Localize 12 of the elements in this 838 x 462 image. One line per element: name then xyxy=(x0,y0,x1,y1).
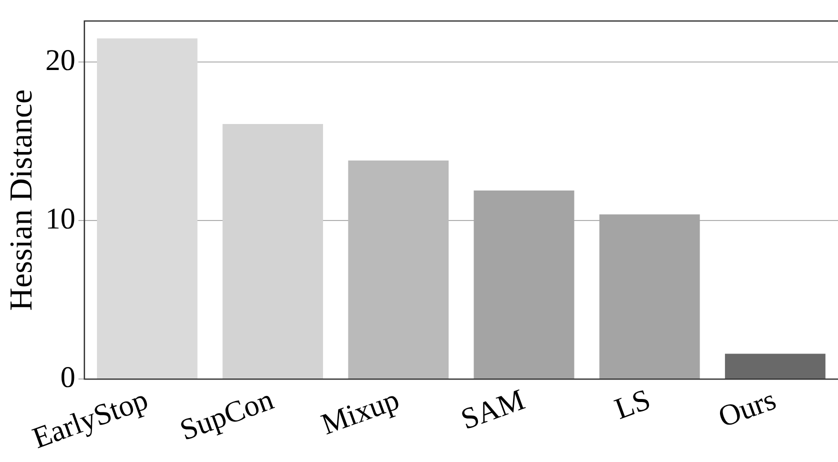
x-tick-label: SupCon xyxy=(176,383,278,448)
x-tick-label: Mixup xyxy=(317,383,404,442)
bar xyxy=(724,354,826,379)
bar xyxy=(222,124,324,379)
y-axis-title: Hessian Distance xyxy=(2,89,39,311)
bar xyxy=(96,38,198,379)
y-tick-label: 0 xyxy=(60,361,76,394)
x-tick-label: SAM xyxy=(456,383,530,436)
x-tick-label: LS xyxy=(610,383,655,426)
x-tick-label: Ours xyxy=(714,383,780,434)
y-tick-label: 10 xyxy=(45,202,76,236)
y-tick-label: 20 xyxy=(45,44,76,78)
